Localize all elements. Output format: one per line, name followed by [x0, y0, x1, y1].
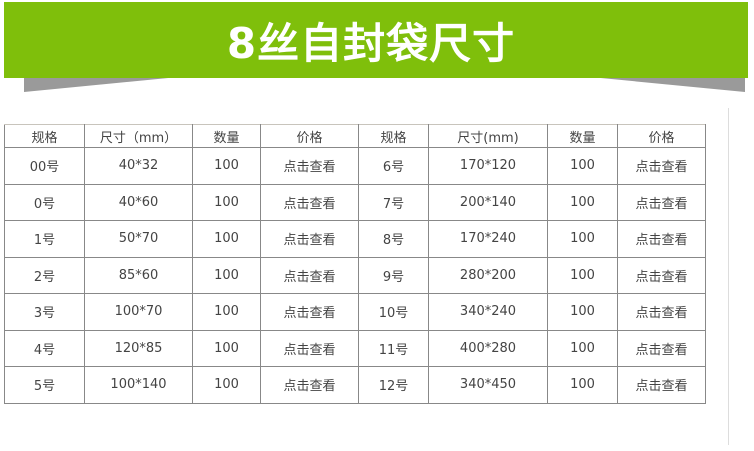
table-cell: 00号 [4, 147, 85, 185]
table-cell: 100 [547, 147, 618, 185]
table-header: 规格 尺寸（mm） 数量 价格 规格 尺寸(mm) 数量 价格 [4, 124, 706, 148]
table-cell: 0号 [4, 183, 85, 221]
table-cell: 85*60 [84, 256, 193, 294]
table-cell: 40*60 [84, 183, 193, 221]
table-cell: 100 [192, 183, 261, 221]
table-cell: 50*70 [84, 220, 193, 258]
table-cell: 100 [547, 256, 618, 294]
column-header: 规格 [4, 124, 85, 148]
table-cell: 100 [547, 329, 618, 367]
table-cell: 100 [192, 293, 261, 331]
view-price-link[interactable]: 点击查看 [617, 220, 706, 258]
table-cell: 170*240 [428, 220, 548, 258]
view-price-link[interactable]: 点击查看 [617, 366, 706, 404]
table-cell: 400*280 [428, 329, 548, 367]
table-row: 3号 100*70 100 点击查看 10号 340*240 100 点击查看 [4, 293, 706, 331]
table-cell: 9号 [358, 256, 429, 294]
view-price-link[interactable]: 点击查看 [260, 329, 359, 367]
table-cell: 340*450 [428, 366, 548, 404]
table-cell: 170*120 [428, 147, 548, 185]
table-cell: 100 [192, 147, 261, 185]
table-cell: 7号 [358, 183, 429, 221]
view-price-link[interactable]: 点击查看 [617, 329, 706, 367]
column-header: 尺寸（mm） [84, 124, 193, 148]
view-price-link[interactable]: 点击查看 [617, 183, 706, 221]
table-row: 0号 40*60 100 点击查看 7号 200*140 100 点击查看 [4, 183, 706, 221]
table-row: 2号 85*60 100 点击查看 9号 280*200 100 点击查看 [4, 256, 706, 294]
table-cell: 11号 [358, 329, 429, 367]
column-header: 数量 [547, 124, 618, 148]
divider [728, 108, 729, 445]
table-cell: 2号 [4, 256, 85, 294]
table-cell: 100*140 [84, 366, 193, 404]
table-cell: 100 [547, 293, 618, 331]
table-cell: 100 [547, 220, 618, 258]
table-cell: 100*70 [84, 293, 193, 331]
table-cell: 200*140 [428, 183, 548, 221]
size-table: 规格 尺寸（mm） 数量 价格 规格 尺寸(mm) 数量 价格 00号 40*32 100 点击查看… [4, 124, 706, 404]
view-price-link[interactable]: 点击查看 [260, 366, 359, 404]
page-title: 8丝自封袋尺寸 [226, 18, 516, 68]
table-cell: 280*200 [428, 256, 548, 294]
table-cell: 1号 [4, 220, 85, 258]
column-header: 数量 [192, 124, 261, 148]
table-cell: 5号 [4, 366, 85, 404]
table-row: 4号 120*85 100 点击查看 11号 400*280 100 点击查看 [4, 329, 706, 367]
table-cell: 100 [192, 220, 261, 258]
table-cell: 100 [192, 329, 261, 367]
table-cell: 4号 [4, 329, 85, 367]
table-cell: 100 [192, 256, 261, 294]
table-cell: 100 [547, 183, 618, 221]
title-banner: 8丝自封袋尺寸 [4, 2, 748, 78]
table-row: 5号 100*140 100 点击查看 12号 340*450 100 点击查看 [4, 366, 706, 404]
view-price-link[interactable]: 点击查看 [617, 256, 706, 294]
column-header: 价格 [260, 124, 359, 148]
view-price-link[interactable]: 点击查看 [260, 147, 359, 185]
table-cell: 10号 [358, 293, 429, 331]
column-header: 尺寸(mm) [428, 124, 548, 148]
view-price-link[interactable]: 点击查看 [260, 220, 359, 258]
table-cell: 100 [547, 366, 618, 404]
view-price-link[interactable]: 点击查看 [617, 147, 706, 185]
view-price-link[interactable]: 点击查看 [260, 256, 359, 294]
table-cell: 8号 [358, 220, 429, 258]
banner-shadow [24, 78, 745, 92]
column-header: 价格 [617, 124, 706, 148]
table-row: 00号 40*32 100 点击查看 6号 170*120 100 点击查看 [4, 147, 706, 185]
table-row: 1号 50*70 100 点击查看 8号 170*240 100 点击查看 [4, 220, 706, 258]
column-header: 规格 [358, 124, 429, 148]
table-cell: 100 [192, 366, 261, 404]
view-price-link[interactable]: 点击查看 [617, 293, 706, 331]
table-cell: 3号 [4, 293, 85, 331]
view-price-link[interactable]: 点击查看 [260, 183, 359, 221]
table-cell: 40*32 [84, 147, 193, 185]
view-price-link[interactable]: 点击查看 [260, 293, 359, 331]
table-cell: 120*85 [84, 329, 193, 367]
table-cell: 340*240 [428, 293, 548, 331]
table-cell: 12号 [358, 366, 429, 404]
table-cell: 6号 [358, 147, 429, 185]
